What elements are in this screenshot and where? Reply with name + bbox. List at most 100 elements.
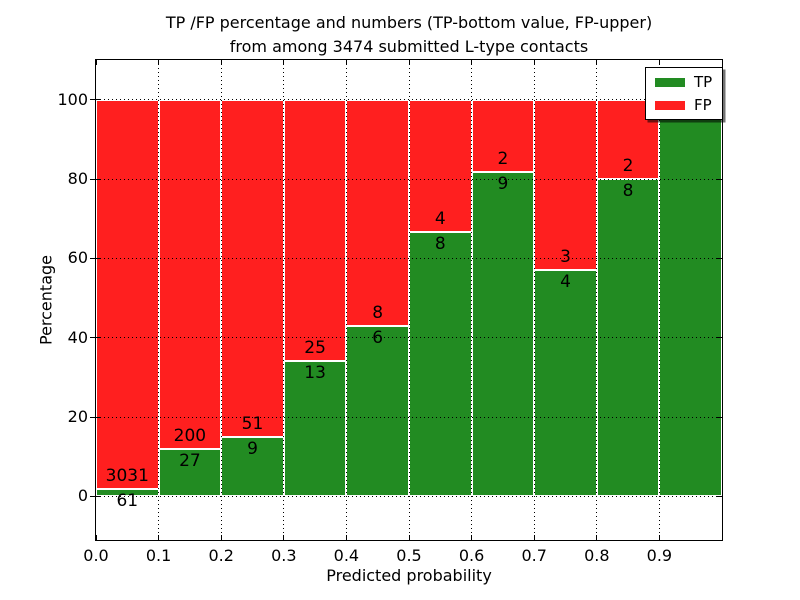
vertical-gridline [408, 60, 410, 540]
x-tick-mark-top [471, 60, 473, 65]
y-tick-mark-outer [90, 99, 95, 101]
fp-count-label: 3031 [105, 465, 149, 486]
x-tick-mark [345, 535, 347, 540]
legend: TP FP [645, 67, 724, 120]
x-tick-mark-top [158, 60, 160, 65]
tp-count-label: 8 [622, 181, 634, 201]
x-tick-label: 0.3 [271, 546, 297, 565]
fp-bar-segment [283, 99, 347, 361]
plot-area: 30316120027519251386482934283 [90, 59, 723, 541]
tp-bar-segment [346, 326, 409, 497]
y-tick-mark-outer [90, 337, 95, 339]
y-tick-mark [96, 178, 101, 180]
y-tick-mark-outer [90, 257, 95, 259]
x-tick-mark-top [596, 60, 598, 65]
y-tick-mark [96, 257, 101, 259]
fp-count-label: 2 [497, 148, 509, 169]
fp-count-label: 3 [560, 246, 571, 267]
y-tick-mark-outer [90, 178, 95, 180]
x-tick-mark [95, 535, 97, 540]
vertical-gridline [658, 60, 660, 540]
y-tick-mark [96, 99, 101, 101]
x-tick-mark [158, 535, 160, 540]
tp-bar-segment [409, 231, 472, 497]
tp-bar-segment [471, 171, 535, 497]
x-tick-label: 0.8 [584, 546, 610, 565]
x-tick-label: 0.7 [521, 546, 547, 565]
x-tick-label: 0.9 [646, 546, 673, 565]
vertical-gridline [283, 60, 285, 540]
vertical-gridline [471, 60, 473, 540]
fp-count-label: 8 [372, 303, 384, 324]
legend-label-tp: TP [694, 73, 713, 91]
fp-count-label: 200 [173, 426, 207, 447]
y-tick-mark-right [717, 178, 722, 180]
x-tick-mark [533, 535, 535, 540]
x-tick-mark [408, 535, 410, 540]
tp-count-label: 9 [497, 173, 509, 194]
fp-bar-segment [534, 99, 597, 270]
y-tick-mark-right [717, 337, 722, 339]
y-tick-mark-outer [90, 416, 95, 418]
fp-count-label: 25 [304, 337, 326, 358]
fp-count-label: 4 [434, 208, 446, 229]
tp-color-swatch [655, 77, 685, 87]
y-tick-label: 100 [57, 89, 88, 109]
chart-title: TP /FP percentage and numbers (TP-bottom… [95, 11, 723, 59]
fp-bar-segment [221, 99, 284, 437]
y-tick-mark [96, 416, 101, 418]
y-tick-label: 40 [67, 327, 88, 347]
chart-title-line2: from among 3474 submitted L-type contact… [229, 37, 589, 56]
x-tick-mark-top [658, 60, 660, 65]
x-tick-mark-top [283, 60, 285, 65]
fp-count-label: 51 [241, 413, 264, 434]
tp-count-label: 27 [179, 451, 201, 472]
y-tick-mark-outer [90, 495, 95, 497]
legend-label-fp: FP [694, 96, 712, 114]
x-tick-label: 0.6 [458, 546, 485, 565]
horizontal-gridline [96, 495, 722, 497]
vertical-gridline [533, 60, 535, 540]
y-tick-label: 0 [77, 486, 88, 506]
chart-title-line1: TP /FP percentage and numbers (TP-bottom… [165, 13, 653, 32]
horizontal-gridline [96, 178, 722, 180]
x-tick-label: 0.4 [333, 546, 360, 565]
x-tick-label: 0.2 [208, 546, 234, 565]
fp-bar-segment [96, 99, 159, 489]
x-tick-label: 0.0 [83, 546, 109, 565]
fp-color-swatch [655, 100, 685, 110]
horizontal-gridline [96, 99, 722, 101]
tp-count-label: 4 [560, 271, 571, 292]
x-tick-mark [283, 535, 285, 540]
horizontal-gridline [96, 337, 722, 339]
x-tick-label: 0.1 [145, 546, 172, 565]
horizontal-gridline [96, 257, 722, 259]
fp-bar-segment [158, 99, 222, 450]
x-tick-mark-top [345, 60, 347, 65]
x-tick-mark-top [220, 60, 222, 65]
x-tick-mark-top [95, 60, 97, 65]
x-tick-label: 0.5 [396, 546, 422, 565]
x-tick-mark-top [408, 60, 410, 65]
tp-count-label: 61 [116, 490, 139, 511]
x-tick-mark [658, 535, 660, 540]
fp-bar-segment [346, 99, 409, 327]
y-tick-mark [96, 337, 101, 339]
y-tick-label: 20 [67, 407, 88, 427]
vertical-gridline [220, 60, 222, 540]
x-tick-mark [471, 535, 473, 540]
x-axis-label: Predicted probability [326, 566, 492, 585]
vertical-gridline [158, 60, 160, 540]
y-tick-mark-right [717, 416, 722, 418]
x-tick-mark [220, 535, 222, 540]
x-tick-mark [596, 535, 598, 540]
tp-count-label: 13 [304, 362, 326, 383]
tp-count-label: 9 [247, 438, 258, 459]
horizontal-gridline [96, 416, 722, 418]
tp-count-label: 8 [434, 233, 446, 254]
y-tick-mark-right [717, 495, 722, 497]
y-tick-label: 60 [67, 248, 88, 268]
vertical-gridline [596, 60, 598, 540]
legend-entry-fp: FP [655, 97, 712, 113]
